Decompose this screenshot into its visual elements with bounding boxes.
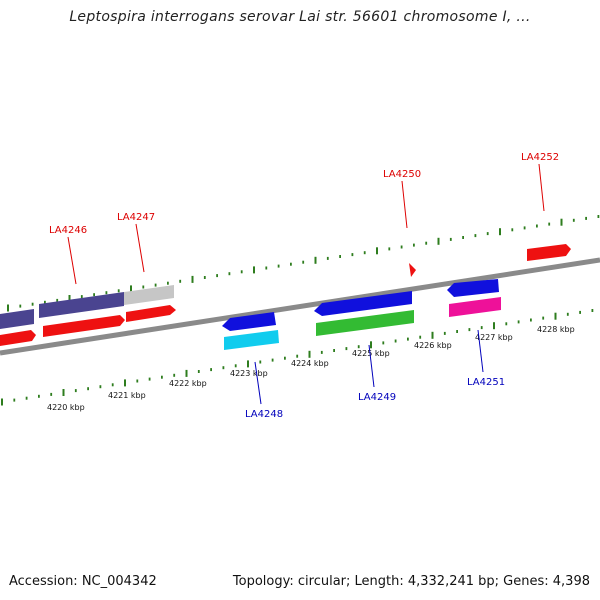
leader-line bbox=[67, 236, 77, 285]
label-leaders bbox=[67, 163, 545, 405]
gene-label[interactable]: LA4249 bbox=[358, 392, 396, 403]
gene-feature[interactable] bbox=[409, 263, 416, 277]
gene-labels: LA4246 LA4247 LA4250 LA4252 LA4248 LA424… bbox=[49, 152, 559, 420]
leader-line bbox=[477, 329, 484, 373]
tick-label: 4220 kbp bbox=[47, 403, 85, 412]
tick-label: 4226 kbp bbox=[414, 341, 452, 350]
tick-label: 4227 kbp bbox=[475, 333, 513, 342]
leader-line bbox=[135, 223, 145, 273]
tick-labels: 4220 kbp 4221 kbp 4222 kbp 4223 kbp 4224… bbox=[47, 325, 575, 412]
lower-tick-track bbox=[1, 309, 594, 406]
leader-line bbox=[368, 344, 375, 388]
leader-line bbox=[401, 180, 408, 229]
gene-feature[interactable] bbox=[447, 279, 499, 297]
gene-label[interactable]: LA4246 bbox=[49, 225, 87, 236]
gene-feature[interactable] bbox=[43, 315, 125, 337]
gene-label[interactable]: LA4251 bbox=[467, 377, 505, 388]
gene-feature[interactable] bbox=[222, 312, 276, 331]
leader-line bbox=[254, 361, 262, 405]
tick-label: 4225 kbp bbox=[352, 349, 390, 358]
forward-features bbox=[0, 244, 571, 346]
gene-feature[interactable] bbox=[449, 297, 501, 317]
accession-text: Accession: NC_004342 bbox=[9, 574, 157, 589]
genome-summary-text: Topology: circular; Length: 4,332,241 bp… bbox=[232, 574, 590, 589]
map-title: Leptospira interrogans serovar Lai str. … bbox=[69, 9, 531, 25]
gene-label[interactable]: LA4248 bbox=[245, 409, 283, 420]
genome-backbone bbox=[0, 257, 600, 356]
gene-feature[interactable] bbox=[124, 285, 174, 305]
gene-feature[interactable] bbox=[0, 330, 36, 346]
gene-feature[interactable] bbox=[316, 310, 414, 336]
tick-label: 4223 kbp bbox=[230, 369, 268, 378]
gene-feature[interactable] bbox=[314, 291, 412, 316]
tick-label: 4224 kbp bbox=[291, 359, 329, 368]
tick-label: 4228 kbp bbox=[537, 325, 575, 334]
gene-label[interactable]: LA4252 bbox=[521, 152, 559, 163]
tick-label: 4221 kbp bbox=[108, 391, 146, 400]
gene-feature[interactable] bbox=[39, 292, 124, 318]
leader-line bbox=[538, 163, 545, 212]
gene-label[interactable]: LA4247 bbox=[117, 212, 155, 223]
gene-feature[interactable] bbox=[224, 330, 279, 350]
gene-label[interactable]: LA4250 bbox=[383, 169, 421, 180]
gene-feature[interactable] bbox=[527, 244, 571, 261]
gene-feature[interactable] bbox=[126, 305, 176, 322]
gene-feature[interactable] bbox=[0, 309, 34, 329]
tick-label: 4222 kbp bbox=[169, 379, 207, 388]
reverse-features bbox=[222, 279, 501, 350]
